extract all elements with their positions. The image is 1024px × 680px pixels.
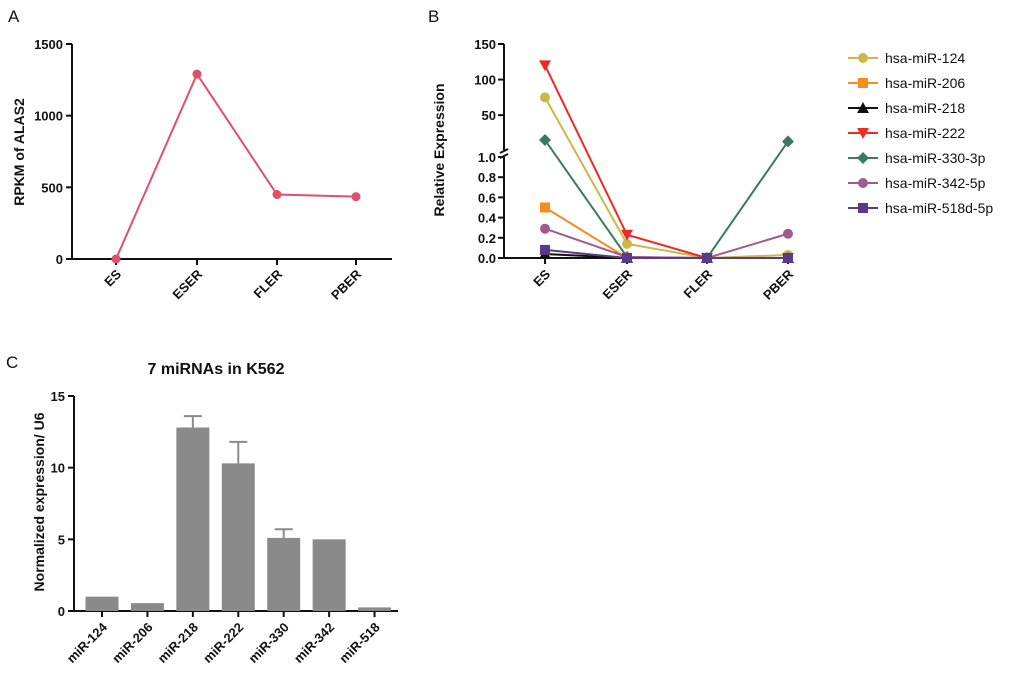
panel-b-point: [783, 228, 793, 239]
panel-b-x-tick-label: PBER: [760, 266, 797, 303]
panel-b-y-tick-label: 0.0: [478, 251, 496, 266]
panel-a-y-tick-label: 0: [56, 252, 63, 267]
legend-entry-label: hsa-miR-330-3p: [885, 150, 986, 166]
panel-b-series-line: [544, 96, 789, 260]
panel-b-point: [539, 134, 551, 147]
panel-b-y-tick-label: 150: [474, 37, 496, 52]
panel-a-x-tick-label: FLER: [251, 266, 286, 301]
panel-a-y-tick-label: 500: [41, 180, 63, 195]
legend-marker: [858, 78, 868, 88]
panel-c-x-tick-label: miR-342: [291, 620, 337, 666]
panel-c-ylabel: Normalized expression/ U6: [31, 412, 47, 591]
legend-marker: [858, 203, 868, 213]
legend-entry-label: hsa-miR-342-5p: [885, 175, 986, 191]
legend-entry-label: hsa-miR-222: [885, 125, 965, 141]
panel-b-point: [540, 244, 550, 255]
panel-a-point: [272, 190, 282, 199]
panel-b-point: [621, 229, 633, 241]
panel-c-bar: [130, 603, 164, 611]
panel-b-legend: hsa-miR-124 hsa-miR-206 hsa-miR-218 hsa-miR…: [848, 50, 993, 216]
panel-b-point: [539, 60, 551, 72]
panel-c-x-tick-label: miR-124: [64, 619, 111, 666]
panel-b-point: [622, 253, 632, 263]
panel-c-x-tick-label: miR-206: [109, 620, 155, 666]
legend-entry-label: hsa-miR-218: [885, 100, 965, 116]
panel-c-bar: [358, 607, 392, 611]
panel-c-x-tick-label: miR-330: [245, 620, 291, 666]
panel-b-point: [702, 253, 712, 263]
legend-entry-label: hsa-miR-124: [885, 50, 965, 66]
panel-b-y-tick-label: 0.8: [478, 170, 496, 185]
panel-b-chart: Relative Expression 0.0 0.2 0.4 0.6 0.8 1.0 50…: [431, 37, 797, 303]
panel-c-bar: [221, 463, 255, 611]
panel-a-point: [111, 254, 121, 264]
panel-label-c: C: [6, 353, 18, 372]
panel-c-y-tick-label: 15: [51, 389, 65, 404]
legend-marker: [857, 152, 869, 164]
panel-b-point: [540, 202, 550, 213]
panel-b-point: [540, 223, 550, 234]
panel-a-x-tick-label: ESER: [169, 266, 205, 302]
panel-a-y-tick-label: 1500: [34, 37, 63, 52]
panel-b-y-tick-label: 50: [482, 108, 496, 123]
panel-a-point: [351, 192, 361, 202]
panel-b-axis-break: [499, 148, 509, 154]
panel-b-y-tick-label: 0.6: [478, 190, 496, 205]
panel-c-y-tick-label: 0: [58, 604, 65, 619]
panel-b-y-tick-label: 1.0: [478, 150, 496, 165]
panel-label-a: A: [8, 7, 20, 26]
panel-b-ylabel: Relative Expression: [431, 83, 447, 216]
panel-c-bar: [312, 539, 346, 611]
legend-marker: [858, 178, 868, 188]
panel-a-series-line: [115, 72, 357, 260]
panel-c-bar: [176, 427, 210, 611]
legend-entry-label: hsa-miR-518d-5p: [885, 200, 993, 216]
legend-marker: [858, 53, 868, 63]
panel-c-x-tick-label: miR-518: [336, 620, 382, 666]
panel-b-point: [782, 135, 794, 148]
panel-a-chart: RPKM of ALAS2 0 500 1000 1500 ES ESER FLER PBER: [11, 37, 392, 303]
panel-c-bar: [85, 596, 119, 611]
panel-b-point: [622, 238, 632, 249]
panel-b-y-tick-label: 0.2: [478, 231, 496, 246]
panel-c-chart: 7 miRNAs in K562 Normalized expression/ …: [31, 361, 398, 666]
panel-b-series-line: [544, 248, 788, 259]
panel-c-y-tick-label: 10: [51, 461, 65, 476]
panel-b-x-tick-label: ESER: [599, 266, 635, 302]
legend-marker: [857, 128, 869, 139]
panel-a-y-tick-label: 1000: [34, 109, 63, 124]
panel-b-y-tick-label: 100: [474, 73, 496, 88]
panel-a-point: [192, 69, 202, 79]
panel-c-bar: [267, 537, 301, 611]
legend-entry-label: hsa-miR-206: [885, 75, 965, 91]
panel-a-x-tick-label: PBER: [328, 266, 365, 303]
panel-b-y-tick-label: 0.4: [478, 211, 497, 226]
panel-a-ylabel: RPKM of ALAS2: [11, 98, 27, 206]
panel-c-x-tick-label: miR-218: [155, 620, 201, 666]
panel-b-point: [783, 253, 793, 263]
panel-b-x-tick-label: ES: [530, 266, 553, 289]
panel-c-y-tick-label: 5: [58, 532, 65, 547]
panel-c-title: 7 miRNAs in K562: [148, 361, 285, 378]
panel-b-point: [540, 92, 550, 103]
panel-a-x-tick-label: ES: [101, 266, 124, 289]
panel-b-x-tick-label: FLER: [681, 266, 716, 301]
panel-c-x-tick-label: miR-222: [200, 620, 246, 666]
legend-marker: [857, 102, 869, 113]
panel-label-b: B: [428, 7, 439, 26]
